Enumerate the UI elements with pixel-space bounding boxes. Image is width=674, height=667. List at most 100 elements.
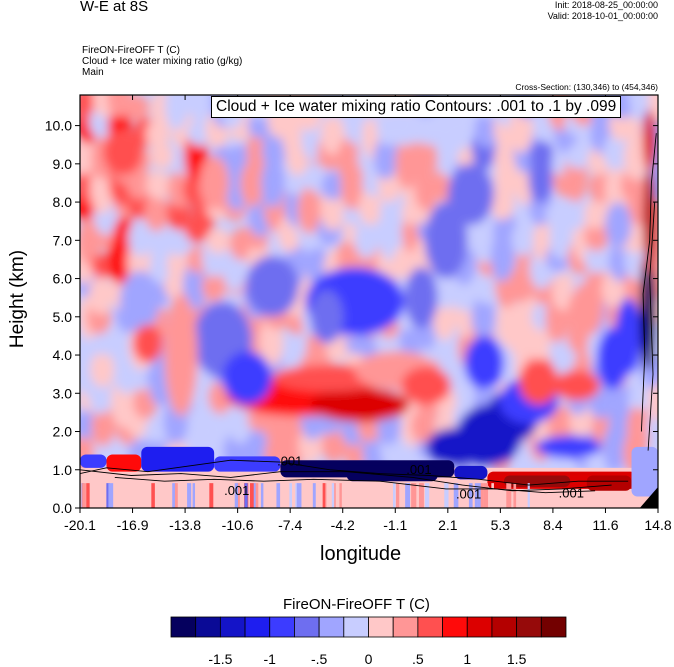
colorbar-swatch <box>442 616 468 638</box>
field-cell <box>125 95 150 121</box>
field-cell <box>80 139 96 176</box>
colorbar-swatch <box>170 616 197 638</box>
figure-title: W-E at 8S <box>80 0 149 15</box>
temperature-difference-field <box>80 95 658 508</box>
field-cell <box>475 273 500 305</box>
field-feature <box>199 156 230 210</box>
x-tick-label: 11.6 <box>592 517 618 533</box>
field-feature <box>643 167 657 275</box>
field-feature <box>424 202 468 279</box>
field-cell <box>126 167 151 200</box>
field-cell <box>603 134 628 171</box>
field-cell <box>471 295 496 340</box>
field-cell <box>545 201 570 230</box>
band-streak <box>491 483 494 508</box>
field-feature <box>614 297 642 375</box>
field-cell <box>91 406 116 447</box>
field-cell <box>261 130 286 170</box>
band-streak <box>379 483 384 508</box>
colorbar-tick-label: -.5 <box>311 651 328 667</box>
band-streak <box>236 483 240 508</box>
y-tick-label: 4.0 <box>53 347 73 363</box>
field-cell <box>107 95 132 118</box>
colorbar-swatch <box>417 616 443 638</box>
field-cell <box>297 186 322 234</box>
field-cell <box>146 170 171 200</box>
band-streak <box>453 483 459 508</box>
band-streak <box>411 483 417 508</box>
cross-section-label: Cross-Section: (130,346) to (454,346) <box>515 82 658 92</box>
field-cell <box>492 208 517 255</box>
field-feature <box>310 290 344 344</box>
field-feature <box>518 358 559 405</box>
x-tick-label: -10.6 <box>222 517 254 533</box>
contour-label: .001 <box>277 453 302 468</box>
field-cell <box>164 273 189 300</box>
colorbar-tick-label: 1 <box>463 651 471 667</box>
x-tick-label: -20.1 <box>64 517 96 533</box>
field-cell <box>354 221 379 259</box>
colorbar-swatch <box>294 616 320 638</box>
x-tick-label: 14.8 <box>644 517 671 533</box>
field-cell <box>187 119 212 147</box>
y-tick-label: 6.0 <box>53 271 73 287</box>
field-cell <box>392 245 417 279</box>
x-axis-label: longitude <box>320 543 402 565</box>
field-feature <box>605 202 632 248</box>
field-cell <box>128 219 153 257</box>
boundary-layer-band <box>80 446 658 508</box>
field-cell <box>149 250 174 284</box>
field-feature <box>119 270 160 333</box>
field-label-2: Cloud + Ice water mixing ratio (g/kg) <box>82 56 243 67</box>
field-cell <box>416 110 441 146</box>
band-streak <box>296 483 302 508</box>
plot-frame <box>79 94 659 509</box>
field-blobs <box>80 95 658 481</box>
y-tick-label: 0.0 <box>53 500 73 516</box>
band-streak <box>527 483 530 508</box>
band-segment <box>214 456 281 472</box>
band-streak <box>506 483 512 508</box>
colorbar-swatch <box>368 616 394 638</box>
field-feature <box>245 255 299 317</box>
colorbar-swatch <box>516 616 542 638</box>
band-streak <box>332 483 336 508</box>
field-cell <box>201 271 226 302</box>
band-streak <box>312 483 316 508</box>
field-cell <box>648 95 658 123</box>
field-cell <box>206 228 231 254</box>
band-segment <box>454 465 488 480</box>
x-tick-label: 2.1 <box>438 517 458 533</box>
band-streak <box>405 483 411 508</box>
field-cell <box>414 169 439 211</box>
valid-time: Valid: 2018-10-01_00:00:00 <box>547 11 658 21</box>
colorbar-swatch <box>540 616 567 638</box>
contour-label: .001 <box>456 487 481 502</box>
band-streak <box>187 483 192 508</box>
colorbar-tick-label: -1.5 <box>208 651 232 667</box>
x-tick-label: -1.1 <box>383 517 407 533</box>
band-streak <box>253 483 259 508</box>
colorbar-swatch <box>392 616 419 638</box>
field-cell <box>623 135 648 181</box>
band-streak <box>260 483 264 508</box>
field-feature <box>132 324 163 363</box>
field-cell <box>168 229 193 257</box>
contour-info-box: Cloud + Ice water mixing ratio Contours:… <box>211 96 622 118</box>
band-segment <box>631 446 658 497</box>
band-streak <box>322 483 326 508</box>
field-cell <box>90 351 115 388</box>
colorbar-swatch <box>195 616 221 638</box>
colorbar-swatch <box>244 616 271 638</box>
band-streak <box>477 483 482 508</box>
x-tick-label: 5.3 <box>491 517 511 533</box>
y-tick-label: 9.0 <box>53 156 73 172</box>
band-streak <box>474 483 478 508</box>
field-cell <box>433 272 458 309</box>
colorbar-tick-label: .5 <box>412 651 424 667</box>
band-streak <box>331 483 335 508</box>
field-cell <box>626 404 651 453</box>
field-feature <box>103 129 143 176</box>
band-streak <box>151 483 155 508</box>
